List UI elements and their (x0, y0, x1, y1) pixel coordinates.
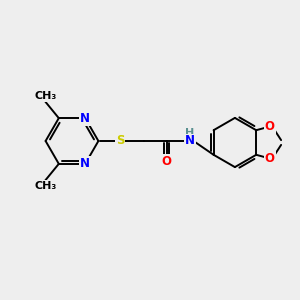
Text: CH₃: CH₃ (34, 181, 56, 191)
Text: O: O (161, 155, 172, 168)
Text: O: O (265, 152, 275, 165)
Text: CH₃: CH₃ (34, 91, 56, 101)
Text: O: O (265, 120, 275, 133)
Text: N: N (185, 134, 195, 148)
Text: S: S (116, 134, 124, 148)
Text: N: N (80, 112, 90, 124)
Text: N: N (80, 158, 90, 170)
Text: H: H (185, 128, 194, 138)
